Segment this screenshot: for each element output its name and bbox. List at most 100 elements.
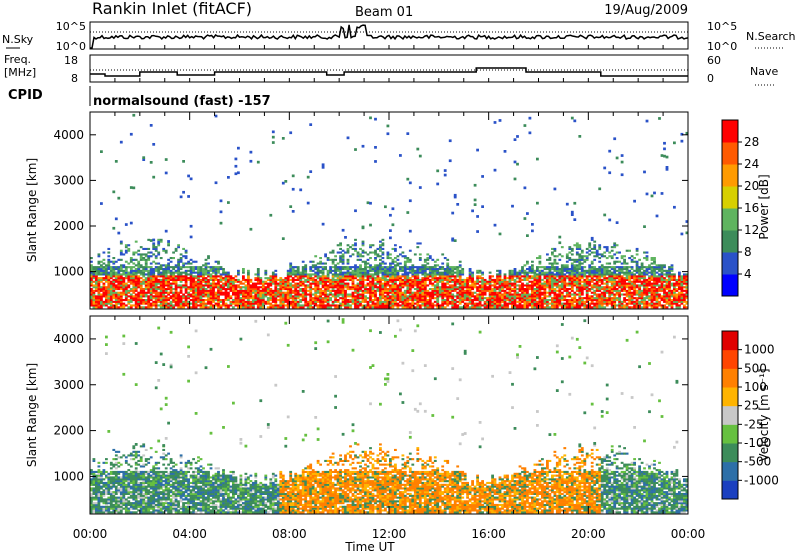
power-cell — [192, 297, 195, 300]
power-cell — [394, 289, 397, 292]
power-cell — [105, 277, 108, 280]
power-cell — [346, 277, 350, 280]
power-cell — [199, 291, 203, 294]
power-cell — [610, 293, 614, 296]
power-cell — [214, 286, 218, 289]
power-cell — [227, 304, 230, 307]
power-cell — [219, 280, 223, 283]
power-cell — [625, 284, 629, 287]
power-cell — [369, 244, 372, 247]
power-cell — [570, 284, 574, 287]
power-cell — [129, 300, 133, 303]
power-cell — [536, 266, 539, 269]
power-cell — [546, 258, 549, 261]
power-cell — [284, 299, 288, 302]
power-cell — [252, 302, 255, 305]
power-cell — [164, 289, 168, 292]
power-cell — [214, 295, 218, 298]
power-cell — [112, 291, 116, 294]
power-cell — [623, 260, 626, 263]
power-cell — [129, 297, 133, 300]
power-cell — [182, 293, 185, 296]
power-cell — [558, 258, 562, 261]
power-cell — [575, 277, 579, 280]
power-cell — [506, 297, 509, 300]
power-cell — [339, 278, 342, 281]
power-cell — [613, 266, 617, 269]
power-cell — [396, 304, 400, 307]
power-cell — [438, 268, 442, 271]
power-cell — [573, 306, 577, 309]
power-cell — [92, 280, 96, 283]
power-cell — [433, 284, 437, 287]
power-cell — [615, 221, 619, 224]
power-cell — [321, 163, 325, 167]
power-cell — [570, 116, 574, 120]
power-cell — [593, 244, 597, 247]
power-cell — [618, 273, 621, 276]
power-cell — [483, 282, 487, 285]
power-cell — [147, 289, 151, 292]
power-cell — [204, 288, 208, 291]
power-cell — [214, 278, 218, 281]
power-cell — [341, 282, 345, 285]
power-cell — [411, 269, 415, 272]
power-cell — [565, 266, 569, 269]
power-cell — [244, 300, 248, 303]
power-cell — [207, 302, 210, 305]
power-cell — [247, 291, 250, 294]
power-cell — [154, 262, 158, 265]
power-cell — [638, 278, 641, 281]
power-cell — [408, 299, 412, 302]
power-cell — [575, 289, 579, 292]
power-cell — [551, 306, 554, 309]
power-cell — [433, 278, 437, 281]
power-cell — [570, 293, 574, 296]
power-cell — [513, 291, 517, 294]
power-cell — [575, 264, 579, 267]
power-cell — [570, 271, 574, 274]
power-cell — [615, 282, 619, 285]
power-cell — [643, 257, 646, 260]
power-cell — [356, 289, 360, 292]
power-cell — [618, 260, 621, 263]
power-cell — [359, 286, 362, 289]
power-cell — [448, 277, 452, 280]
power-cell — [92, 300, 96, 303]
power-cell — [590, 286, 594, 289]
power-cell — [187, 174, 190, 178]
power-cell — [416, 302, 420, 305]
power-cell — [254, 302, 258, 305]
power-cell — [431, 291, 435, 294]
power-cell — [349, 268, 352, 271]
power-cell — [541, 304, 544, 307]
power-cell — [92, 266, 96, 269]
power-cell — [289, 295, 293, 298]
power-cell — [364, 266, 367, 269]
power-cell — [237, 273, 240, 276]
power-cell — [513, 280, 517, 283]
power-cell — [359, 247, 362, 250]
power-cell — [491, 297, 494, 300]
power-cell — [119, 140, 123, 144]
power-cell — [456, 280, 460, 283]
power-cell — [513, 278, 517, 281]
power-cell — [546, 302, 549, 305]
power-cell — [254, 297, 258, 300]
power-cell — [167, 269, 170, 272]
power-cell — [319, 306, 322, 309]
power-cell — [578, 302, 582, 305]
power-cell — [341, 255, 345, 258]
power-cell — [164, 297, 168, 300]
power-cell — [428, 280, 432, 283]
power-cell — [376, 278, 380, 281]
power-cell — [361, 284, 365, 287]
power-cell — [548, 257, 552, 260]
power-cell — [286, 275, 290, 278]
power-cell — [209, 302, 213, 305]
power-cell — [97, 288, 101, 291]
power-cell — [448, 280, 452, 283]
power-cell — [595, 293, 599, 296]
power-cell — [396, 286, 400, 289]
power-cell — [476, 304, 479, 307]
